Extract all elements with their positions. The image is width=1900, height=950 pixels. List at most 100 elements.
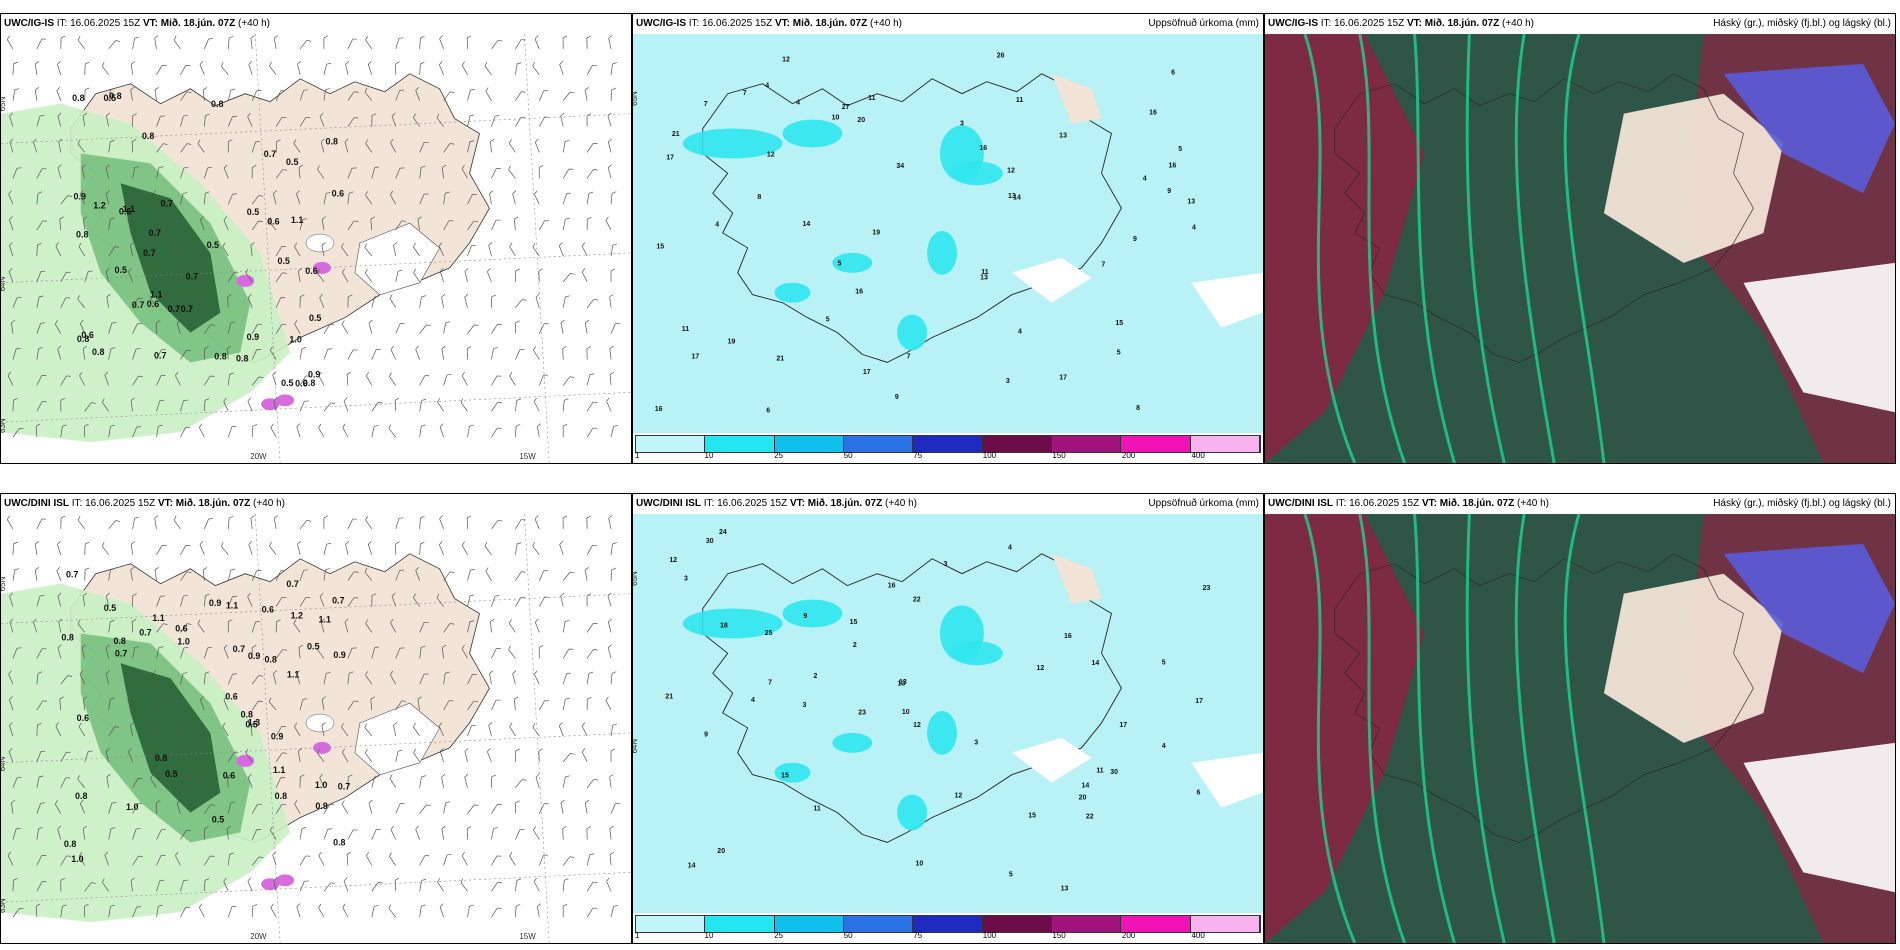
value-label: 13 [1187,198,1195,205]
map-view[interactable]: 0.8 1.0 0.6 0.6 0.7 0.8 0.7 0.6 1.1 0.9 0.9 0.8 1.0 0… [1,514,631,943]
value-label: 0.6 [225,691,237,701]
value-label: 5 [1162,659,1166,666]
it-label: IT: [703,498,715,509]
value-label: 0.8 [333,837,345,847]
colorbar-ticks: 1 10 25 50 75 100 150 200 400 [635,451,1261,463]
axis-label: 20W [250,452,267,461]
value-label: 15 [1028,812,1036,819]
value-label: 20 [717,848,725,855]
colorbar-swatch [774,916,844,932]
value-label: 0.7 [338,782,350,792]
value-label: 0.5 [309,313,321,323]
lead-time: (+40 h) [253,498,285,509]
axis-label: 65N [1,96,7,111]
axis-label: 64N [1,277,7,292]
value-label: 15 [850,619,858,626]
it-time: 16.06.2025 15Z [702,18,773,29]
map-canvas: 3322453121511141725301630241323221512101… [633,514,1263,913]
value-label: 16 [855,289,863,296]
value-label: 17 [1119,722,1127,729]
colorbar-tick: 200 [1121,451,1136,460]
value-label: 0.6 [147,299,159,309]
value-label: 1.2 [93,200,105,210]
value-label: 4 [765,82,769,89]
map-view[interactable]: 0.7 0.6 0.5 0.5 0.8 0.8 0.7 0.7 0.6 0.6 1.1 0.8 0.8 0… [1,34,631,463]
colorbar-swatch [636,436,706,452]
value-label: 17 [1195,698,1203,705]
value-label: 0.7 [154,351,166,361]
axis-label: 20W [250,932,267,941]
colorbar-swatch [1051,436,1122,452]
value-label: 9 [895,394,899,401]
value-label: 12 [782,57,790,64]
value-label: 13 [1061,885,1069,892]
value-label: 14 [1013,195,1021,202]
value-label: 0.6 [267,217,279,227]
colorbar-tick: 10 [704,931,714,940]
value-label: 0.7 [115,648,127,658]
value-label: 20 [857,117,865,124]
value-label: 0.5 [307,641,319,651]
value-label: 0.8 [72,93,84,103]
map-canvas [1265,34,1895,463]
value-label: 12 [1037,665,1045,672]
value-label: 12 [767,151,775,158]
colorbar-tick: 75 [913,931,923,940]
value-label: 0.5 [245,720,257,730]
value-label: 2 [853,642,857,649]
lead-time: (+40 h) [1502,18,1534,29]
value-label: 7 [704,101,708,108]
map-view[interactable] [1265,34,1895,463]
value-label: 0.6 [119,207,131,217]
value-label: 5 [1117,349,1121,356]
colorbar-tick: 25 [774,451,784,460]
value-label: 9 [1167,188,1171,195]
it-time: 16.06.2025 15Z [1334,18,1405,29]
map-view[interactable]: 4 3 7 4 5 4 16 19 17 16 19 16 5 8 7 12 9 11 13 12 8 16 27 21 34 2… [633,34,1263,433]
value-label: 0.7 [149,228,161,238]
value-label: 0.8 [211,99,223,109]
value-label: 0.8 [326,136,338,146]
it-label: IT: [71,498,83,509]
value-label: 0.9 [248,651,260,661]
value-label: 0.6 [77,713,89,723]
value-label: 0.6 [81,330,93,340]
map-view[interactable] [1265,514,1895,943]
value-label: 22 [913,597,921,604]
value-label: 9 [803,613,807,620]
field-title: Háský (gr.), miðský (fj.bl.) og lágský (… [1713,18,1891,29]
vt-time: Mið. 18.jún. 07Z [175,498,251,509]
model-name: UWC/IG-IS [636,18,686,29]
value-label: 0.9 [209,598,221,608]
map-canvas [1265,514,1895,943]
value-label: 26 [997,53,1005,60]
colorbar-tick: 10 [704,451,714,460]
value-label: 7 [907,353,911,360]
value-label: 1.2 [291,610,303,620]
value-label: 14 [803,221,811,228]
value-label: 12 [913,722,921,729]
colorbar-tick: 50 [843,451,853,460]
value-label: 9 [1133,236,1137,243]
colorbar-swatch [982,916,1052,932]
value-label: 0.7 [186,272,198,282]
colorbar-swatch [705,436,775,452]
value-label: 1.0 [315,780,327,790]
value-label: 10 [832,114,840,121]
value-label: 13 [1059,132,1067,139]
map-view[interactable]: 3 3 2 2 4 5 3 12 15 11 14 17 25 30 16 30 24 13 23 22 15 12 10 1… [633,514,1263,913]
vt-time: Mið. 18.jún. 07Z [792,18,868,29]
value-label: 8 [1136,405,1140,412]
it-time: 16.06.2025 15Z [70,18,141,29]
value-label: 0.5 [165,769,177,779]
axis-label: 64N [1,757,7,772]
value-label: 15 [1115,320,1123,327]
value-label: 0.7 [132,300,144,310]
panel-dini-wind: UWC/DINI ISL IT: 16.06.2025 15Z VT: Mið.… [0,493,632,944]
value-label: 0.5 [115,265,127,275]
value-label: 11 [1096,768,1103,775]
it-time: 16.06.2025 15Z [85,498,156,509]
value-label: 4 [1143,175,1147,182]
value-label: 0.9 [247,332,259,342]
it-time: 16.06.2025 15Z [1349,498,1420,509]
